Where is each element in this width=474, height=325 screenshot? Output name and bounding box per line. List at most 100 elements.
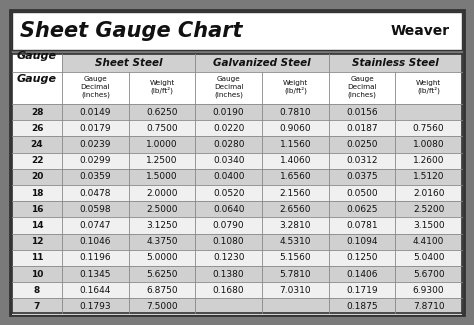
Text: Weight
(lb/ft²): Weight (lb/ft²)	[416, 80, 441, 95]
FancyBboxPatch shape	[12, 104, 462, 120]
Text: 4.4100: 4.4100	[413, 237, 444, 246]
Text: 0.1380: 0.1380	[213, 270, 245, 279]
FancyBboxPatch shape	[12, 136, 462, 153]
Text: 3.1500: 3.1500	[413, 221, 445, 230]
Text: 5.6700: 5.6700	[413, 270, 445, 279]
Text: 1.2600: 1.2600	[413, 156, 445, 165]
Text: 0.0478: 0.0478	[80, 188, 111, 198]
Text: 4.5310: 4.5310	[280, 237, 311, 246]
Text: 2.6560: 2.6560	[280, 205, 311, 214]
Text: 7.0310: 7.0310	[280, 286, 311, 295]
Text: 2.5000: 2.5000	[146, 205, 178, 214]
FancyBboxPatch shape	[12, 217, 462, 234]
Text: 5.7810: 5.7810	[280, 270, 311, 279]
Text: 5.6250: 5.6250	[146, 270, 178, 279]
FancyBboxPatch shape	[12, 12, 462, 50]
Text: 0.0500: 0.0500	[346, 188, 378, 198]
FancyBboxPatch shape	[12, 282, 462, 298]
Text: 14: 14	[31, 221, 43, 230]
Text: 0.0220: 0.0220	[213, 124, 245, 133]
Text: 0.0280: 0.0280	[213, 140, 245, 149]
Text: 2.0160: 2.0160	[413, 188, 445, 198]
Text: 0.0156: 0.0156	[346, 108, 378, 117]
Text: Sheet Gauge Chart: Sheet Gauge Chart	[20, 21, 243, 41]
Text: 11: 11	[31, 254, 43, 262]
FancyBboxPatch shape	[12, 54, 462, 313]
Text: 0.1875: 0.1875	[346, 302, 378, 311]
Text: 0.0375: 0.0375	[346, 172, 378, 181]
Text: Weaver: Weaver	[391, 24, 450, 38]
FancyBboxPatch shape	[12, 298, 462, 315]
Text: 0.0187: 0.0187	[346, 124, 378, 133]
FancyBboxPatch shape	[12, 201, 462, 217]
Text: 0.1406: 0.1406	[346, 270, 378, 279]
FancyBboxPatch shape	[328, 54, 462, 72]
FancyBboxPatch shape	[10, 10, 464, 315]
Text: 0.7810: 0.7810	[280, 108, 311, 117]
Text: 4.3750: 4.3750	[146, 237, 178, 246]
FancyBboxPatch shape	[12, 266, 462, 282]
Text: Sheet Steel: Sheet Steel	[95, 58, 163, 68]
Text: 0.0790: 0.0790	[213, 221, 245, 230]
Text: 0.7560: 0.7560	[413, 124, 445, 133]
Text: Gauge
Decimal
(inches): Gauge Decimal (inches)	[347, 76, 377, 98]
Text: 1.0080: 1.0080	[413, 140, 445, 149]
FancyBboxPatch shape	[12, 120, 462, 136]
Text: Weight
(lb/ft²): Weight (lb/ft²)	[149, 80, 174, 95]
Text: 16: 16	[31, 205, 43, 214]
Text: 0.0598: 0.0598	[80, 205, 111, 214]
Text: 0.7500: 0.7500	[146, 124, 178, 133]
Text: 7: 7	[34, 302, 40, 311]
Text: 0.1094: 0.1094	[346, 237, 378, 246]
Text: 0.1046: 0.1046	[80, 237, 111, 246]
Text: 24: 24	[31, 140, 43, 149]
Text: 0.0239: 0.0239	[80, 140, 111, 149]
Text: 0.1250: 0.1250	[346, 254, 378, 262]
Text: 28: 28	[31, 108, 43, 117]
Text: 0.0640: 0.0640	[213, 205, 245, 214]
Text: Gauge
Decimal
(inches): Gauge Decimal (inches)	[81, 76, 110, 98]
Text: 6.8750: 6.8750	[146, 286, 178, 295]
Text: 2.1560: 2.1560	[280, 188, 311, 198]
Text: 3.1250: 3.1250	[146, 221, 178, 230]
Text: Gauge: Gauge	[17, 51, 57, 61]
Text: 26: 26	[31, 124, 43, 133]
Text: 0.0340: 0.0340	[213, 156, 245, 165]
Text: 1.5000: 1.5000	[146, 172, 178, 181]
Text: 0.0250: 0.0250	[346, 140, 378, 149]
Text: 0.0299: 0.0299	[80, 156, 111, 165]
Text: 6.9300: 6.9300	[413, 286, 445, 295]
Text: 1.1560: 1.1560	[280, 140, 311, 149]
Text: 0.1644: 0.1644	[80, 286, 111, 295]
Text: 0.0400: 0.0400	[213, 172, 245, 181]
Text: 0.6250: 0.6250	[146, 108, 178, 117]
Text: 0.1719: 0.1719	[346, 286, 378, 295]
Text: 8: 8	[34, 286, 40, 295]
Text: 1.6560: 1.6560	[280, 172, 311, 181]
FancyBboxPatch shape	[12, 250, 462, 266]
Text: 20: 20	[31, 172, 43, 181]
Text: Weight
(lb/ft²): Weight (lb/ft²)	[283, 80, 308, 95]
Text: 1.2500: 1.2500	[146, 156, 178, 165]
Text: 1.0000: 1.0000	[146, 140, 178, 149]
Text: 0.0190: 0.0190	[213, 108, 245, 117]
Text: 12: 12	[31, 237, 43, 246]
Text: 2.0000: 2.0000	[146, 188, 178, 198]
FancyBboxPatch shape	[12, 169, 462, 185]
Text: 0.0312: 0.0312	[346, 156, 378, 165]
Text: 0.1680: 0.1680	[213, 286, 245, 295]
Text: 5.0000: 5.0000	[146, 254, 178, 262]
Text: 0.1345: 0.1345	[80, 270, 111, 279]
Text: 3.2810: 3.2810	[280, 221, 311, 230]
Text: 22: 22	[31, 156, 43, 165]
Text: 0.0625: 0.0625	[346, 205, 378, 214]
Text: 0.1080: 0.1080	[213, 237, 245, 246]
Text: Gauge: Gauge	[17, 74, 57, 84]
Text: 7.8710: 7.8710	[413, 302, 445, 311]
Text: 18: 18	[31, 188, 43, 198]
Text: 0.0747: 0.0747	[80, 221, 111, 230]
FancyBboxPatch shape	[195, 54, 328, 72]
Text: 5.1560: 5.1560	[280, 254, 311, 262]
Text: 0.0359: 0.0359	[80, 172, 111, 181]
Text: 0.0520: 0.0520	[213, 188, 245, 198]
